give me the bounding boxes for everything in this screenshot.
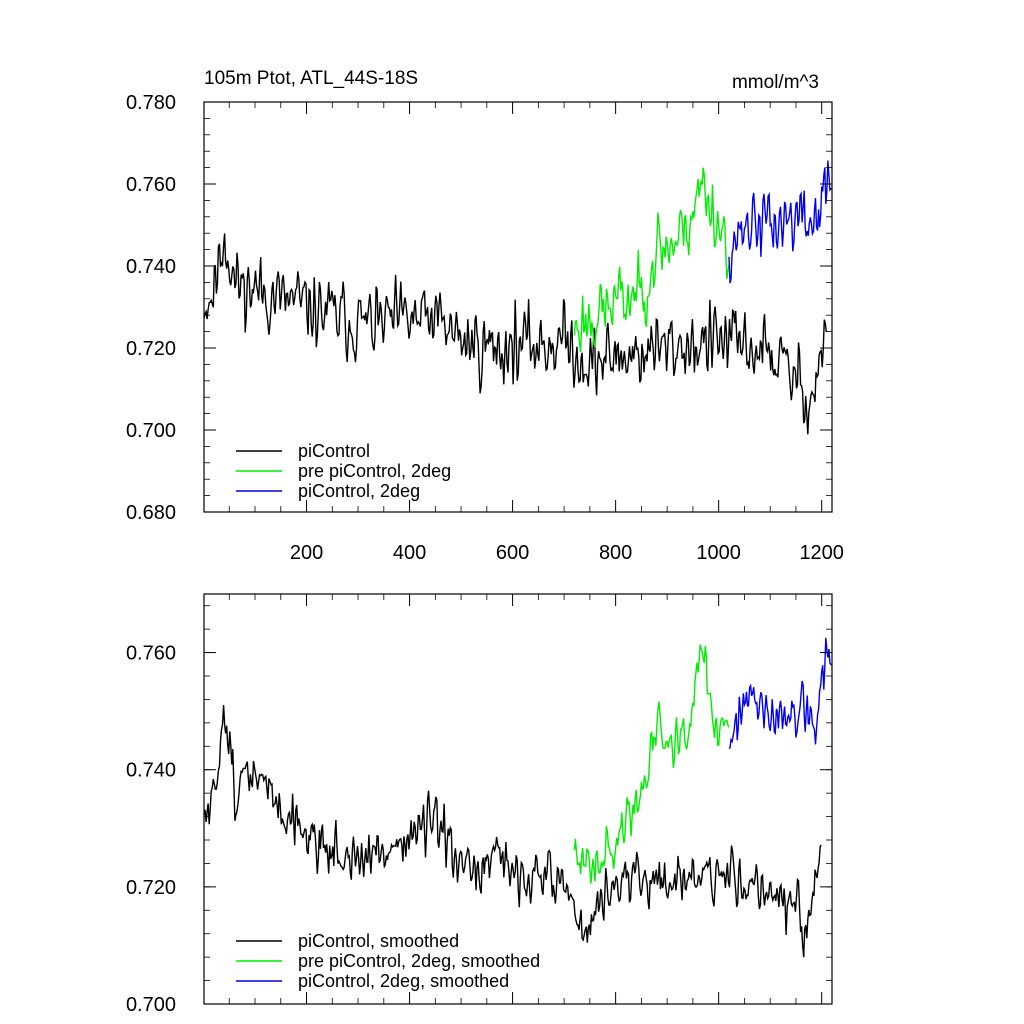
bottom-panel-y-tick-labels: 0.700 0.720 0.740 0.760: [126, 643, 176, 1016]
top-panel-units: mmol/m^3: [732, 72, 819, 93]
legend-label-piControl-smoothed: piControl, smoothed: [298, 931, 459, 951]
bottom-ytick-label-0: 0.700: [126, 994, 176, 1016]
series-line-top-2: [728, 160, 833, 284]
top-panel: 105m Ptot, ATL_44S-18S mmol/m^3 0.680 0.7…: [126, 68, 844, 564]
top-xtick-label-2: 600: [496, 542, 529, 564]
top-panel-y-tick-labels: 0.680 0.700 0.720 0.740 0.760 0.780: [126, 92, 176, 524]
top-panel-series: [203, 160, 833, 435]
top-xtick-label-1: 400: [393, 542, 426, 564]
top-panel-legend: piControl pre piControl, 2deg piControl,…: [236, 441, 451, 501]
legend-label-piControl-2deg-smoothed: piControl, 2deg, smoothed: [298, 971, 509, 991]
bottom-panel-series: [203, 637, 833, 958]
legend-label-piControl-2deg: piControl, 2deg: [298, 481, 420, 501]
series-line-bottom-1: [573, 644, 730, 884]
top-panel-ticks: [204, 101, 832, 513]
top-ytick-label-1: 0.700: [126, 420, 176, 442]
bottom-panel: 0.700 0.720 0.740 0.760 piControl, smoothed…: [126, 593, 833, 1016]
bottom-panel-ticks: [204, 594, 832, 1005]
top-panel-title: 105m Ptot, ATL_44S-18S: [204, 68, 418, 89]
bottom-panel-legend: piControl, smoothed pre piControl, 2deg,…: [236, 931, 540, 991]
top-xtick-label-0: 200: [290, 542, 323, 564]
series-line-top-0: [203, 233, 827, 435]
top-panel-frame: [203, 101, 833, 513]
top-ytick-label-2: 0.720: [126, 338, 176, 360]
top-xtick-label-4: 1000: [696, 542, 741, 564]
series-line-top-1: [573, 167, 730, 353]
top-xtick-label-3: 800: [599, 542, 632, 564]
top-panel-x-tick-labels: 200 400 600 800 1000 1200: [290, 542, 844, 564]
series-line-bottom-0: [203, 705, 822, 958]
top-xtick-label-5: 1200: [799, 542, 844, 564]
top-ytick-label-0: 0.680: [126, 502, 176, 524]
bottom-panel-frame: [203, 593, 833, 1005]
top-ytick-label-5: 0.780: [126, 92, 176, 114]
legend-label-pre-piControl-2deg-smoothed: pre piControl, 2deg, smoothed: [298, 951, 540, 971]
top-ytick-label-3: 0.740: [126, 256, 176, 278]
top-ytick-label-4: 0.760: [126, 174, 176, 196]
bottom-ytick-label-3: 0.760: [126, 643, 176, 665]
series-line-bottom-2: [728, 637, 833, 749]
bottom-ytick-label-2: 0.740: [126, 760, 176, 782]
legend-label-piControl: piControl: [298, 441, 370, 461]
legend-label-pre-piControl-2deg: pre piControl, 2deg: [298, 461, 451, 481]
bottom-ytick-label-1: 0.720: [126, 877, 176, 899]
